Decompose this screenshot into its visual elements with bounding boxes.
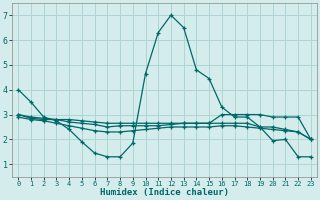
X-axis label: Humidex (Indice chaleur): Humidex (Indice chaleur) <box>100 188 229 197</box>
